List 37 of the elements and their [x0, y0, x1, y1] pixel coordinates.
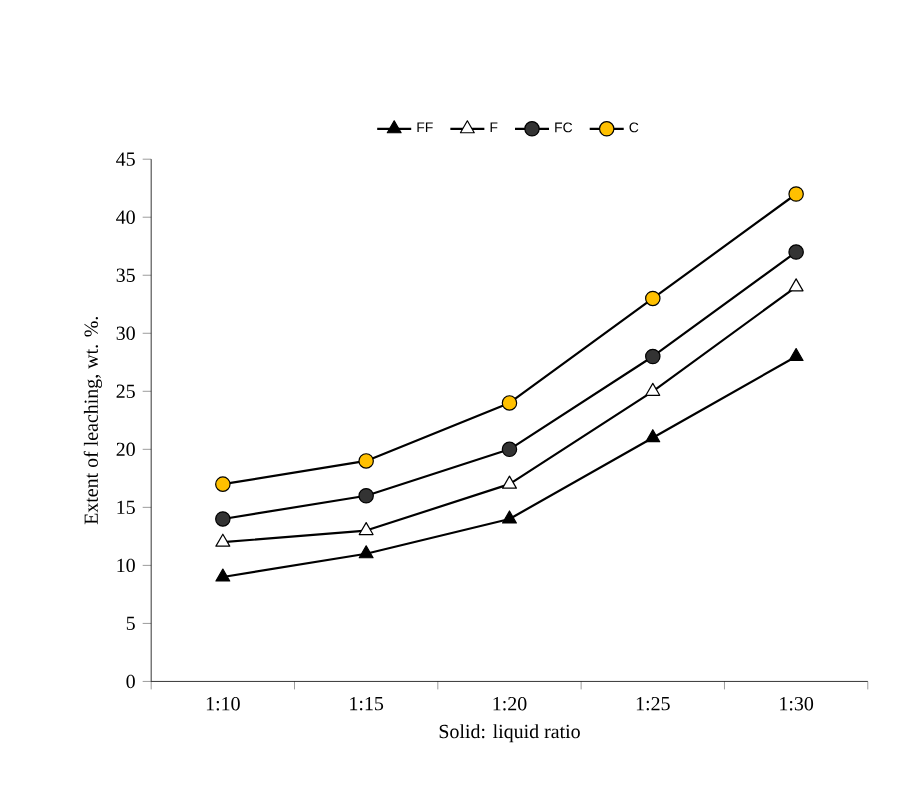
- point: [358, 522, 374, 536]
- point: [788, 278, 804, 292]
- y-tick-label: 0: [126, 674, 135, 689]
- point: [501, 441, 518, 458]
- y-tick-label: 5: [126, 616, 135, 631]
- y-axis-title: Extent of leaching, wt. %.: [83, 317, 103, 525]
- point: [645, 290, 661, 307]
- x-tick-label: 1:30: [780, 697, 814, 711]
- point: [645, 429, 661, 443]
- point: [788, 244, 804, 260]
- point: [215, 511, 231, 527]
- point: [358, 453, 374, 469]
- x-tick-label: 1:15: [350, 697, 384, 711]
- y-tick-label: 15: [117, 500, 135, 515]
- y-tick-label: 25: [116, 384, 135, 399]
- y-tick-label: 10: [117, 558, 135, 573]
- y-tick-label: 20: [116, 442, 135, 457]
- point: [501, 510, 517, 524]
- point: [215, 476, 231, 493]
- point: [645, 382, 661, 396]
- y-tick-label: 40: [116, 210, 135, 225]
- x-tick-label: 1:10: [206, 697, 240, 711]
- point: [501, 475, 517, 489]
- point: [788, 186, 804, 202]
- x-tick-label: 1:25: [636, 697, 670, 711]
- point: [501, 395, 518, 411]
- y-tick-label: 30: [116, 326, 135, 341]
- point: [215, 568, 231, 582]
- y-tick-label: 45: [116, 152, 135, 166]
- x-axis-title: Solid: liquid ratio: [439, 724, 580, 743]
- point: [645, 348, 661, 365]
- x-tick-label: 1:20: [493, 697, 527, 711]
- point: [215, 533, 231, 547]
- point: [358, 488, 374, 504]
- point: [358, 545, 374, 559]
- y-tick-label: 35: [116, 268, 135, 283]
- point: [788, 348, 804, 362]
